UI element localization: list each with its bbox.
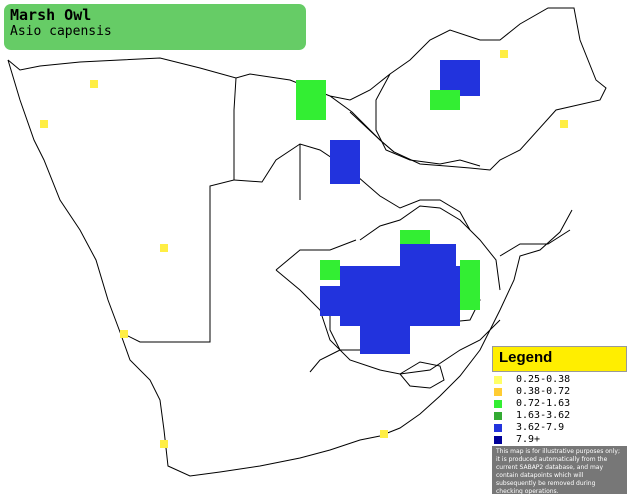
- common-name: Marsh Owl: [10, 6, 92, 24]
- legend-swatch: [494, 376, 502, 384]
- legend-swatch: [494, 424, 502, 432]
- green-cells: [296, 80, 480, 310]
- legend-label: 0.72-1.63: [516, 398, 571, 409]
- legend-swatch: [494, 388, 502, 396]
- legend-swatch: [494, 400, 502, 408]
- legend-header: Legend: [492, 346, 627, 372]
- occurrence-cells: [40, 50, 568, 448]
- legend-label: 7.9+: [516, 434, 541, 445]
- legend-disclaimer: This map is for illustrative purposes on…: [492, 446, 627, 495]
- legend-swatch: [494, 436, 502, 444]
- scientific-name: Asio capensis: [10, 24, 112, 39]
- yellow-cells: [40, 50, 568, 448]
- legend-label: 0.25-0.38: [516, 374, 571, 385]
- legend: Legend 0.25-0.38 0.38-0.72 0.72-1.63 1.6…: [492, 346, 627, 495]
- legend-label: 3.62-7.9: [516, 422, 565, 433]
- legend-title: Legend: [499, 349, 553, 366]
- legend-label: 1.63-3.62: [516, 410, 571, 421]
- species-title-box: Marsh Owl Asio capensis: [4, 4, 306, 50]
- legend-label: 0.38-0.72: [516, 386, 571, 397]
- legend-swatch: [494, 412, 502, 420]
